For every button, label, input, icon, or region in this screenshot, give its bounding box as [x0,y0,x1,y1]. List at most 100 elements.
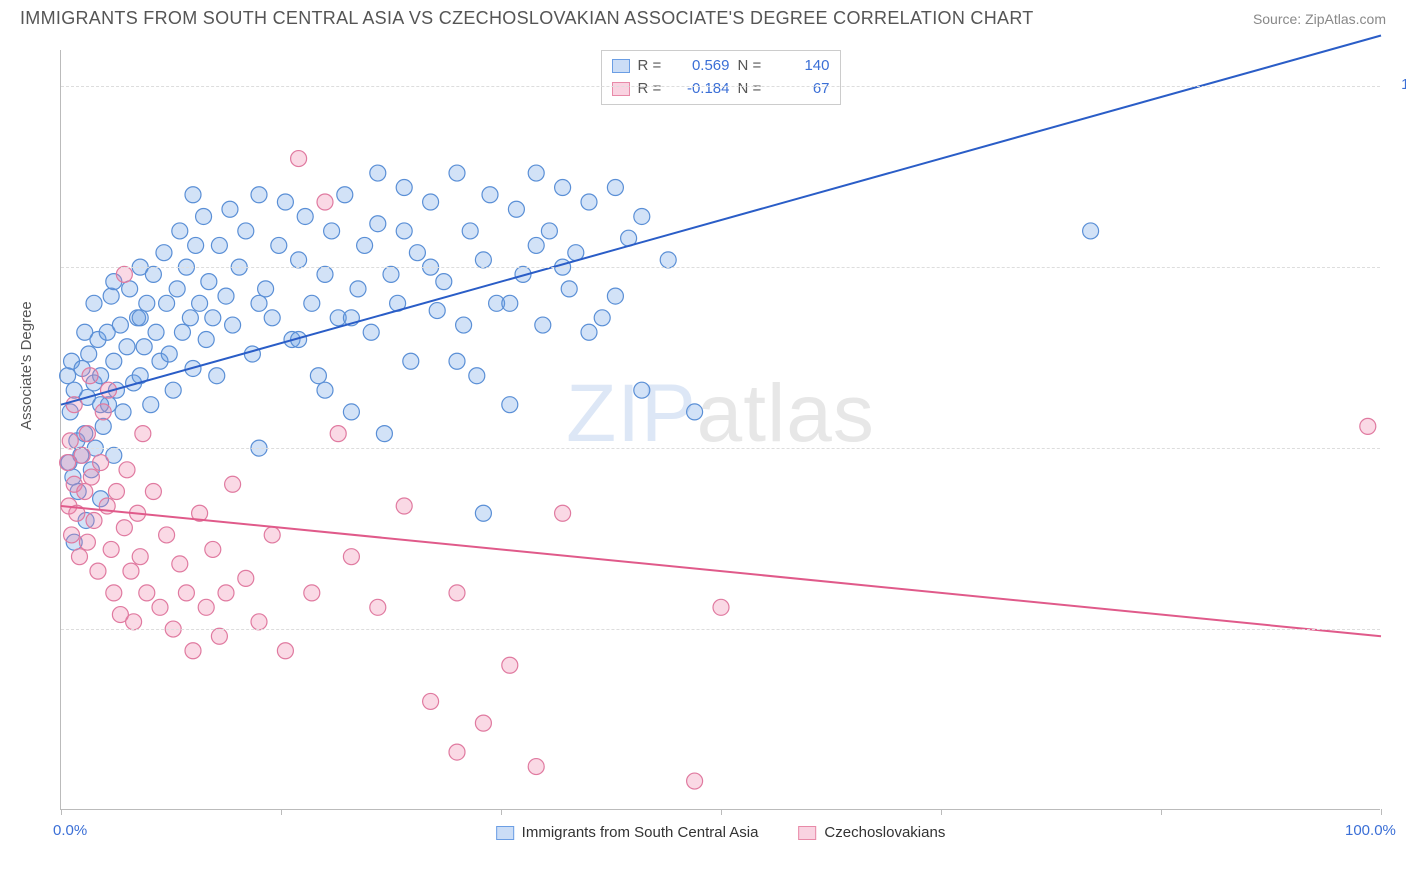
scatter-point [475,252,491,268]
scatter-point [363,324,379,340]
scatter-point [211,628,227,644]
scatter-point [343,549,359,565]
scatter-point [449,165,465,181]
scatter-point [291,252,307,268]
x-tick-label: 0.0% [53,822,87,839]
scatter-point [502,295,518,311]
legend-swatch-blue [496,826,514,840]
scatter-point [182,310,198,326]
scatter-point [132,310,148,326]
scatter-point [409,245,425,261]
legend-stats: R = 0.569 N = 140 R = -0.184 N = 67 [601,50,841,105]
scatter-point [198,599,214,615]
y-axis-label: Associate's Degree [18,301,35,430]
scatter-point [607,180,623,196]
scatter-point [660,252,676,268]
scatter-point [165,382,181,398]
scatter-point [449,353,465,369]
gridline [61,267,1380,268]
scatter-point [317,194,333,210]
scatter-point [64,527,80,543]
chart-title: IMMIGRANTS FROM SOUTH CENTRAL ASIA VS CZ… [20,8,1034,29]
scatter-point [116,520,132,536]
scatter-point [304,295,320,311]
y-tick-label: 100.0% [1392,76,1406,93]
scatter-point [535,317,551,333]
scatter-point [74,447,90,463]
scatter-point [185,643,201,659]
y-tick-label: 50.0% [1392,438,1406,455]
scatter-point [139,585,155,601]
scatter-point [136,339,152,355]
scatter-point [456,317,472,333]
legend-stats-row: R = -0.184 N = 67 [612,78,830,101]
scatter-point [119,339,135,355]
scatter-point [83,469,99,485]
scatter-point [201,274,217,290]
scatter-point [449,585,465,601]
scatter-point [687,773,703,789]
legend-item-pink: Czechoslovakians [798,824,945,841]
scatter-point [156,245,172,261]
gridline [61,448,1380,449]
scatter-point [93,455,109,471]
scatter-point [449,744,465,760]
scatter-point [211,237,227,253]
x-tick-mark [281,809,282,815]
chart-plot-area: ZIPatlas R = 0.569 N = 140 R = -0.184 N … [60,50,1380,810]
scatter-point [145,484,161,500]
scatter-point [429,303,445,319]
scatter-point [115,404,131,420]
legend-stats-row: R = 0.569 N = 140 [612,55,830,78]
scatter-point [258,281,274,297]
x-tick-mark [1161,809,1162,815]
scatter-point [185,187,201,203]
scatter-point [77,484,93,500]
scatter-point [271,237,287,253]
scatter-point [209,368,225,384]
scatter-point [436,274,452,290]
scatter-point [541,223,557,239]
x-tick-mark [61,809,62,815]
scatter-point [132,549,148,565]
scatter-point [502,657,518,673]
scatter-point [103,541,119,557]
scatter-point [317,382,333,398]
scatter-point [82,368,98,384]
scatter-point [370,216,386,232]
scatter-point [135,426,151,442]
scatter-point [95,418,111,434]
scatter-point [106,585,122,601]
scatter-point [370,599,386,615]
scatter-point [77,324,93,340]
scatter-point [1360,418,1376,434]
legend-swatch-pink [612,82,630,96]
scatter-point [1083,223,1099,239]
scatter-point [103,288,119,304]
scatter-point [196,208,212,224]
scatter-point [297,208,313,224]
scatter-point [90,563,106,579]
scatter-point [403,353,419,369]
scatter-point [337,187,353,203]
legend-swatch-blue [612,59,630,73]
scatter-point [277,194,293,210]
source-label: Source: ZipAtlas.com [1253,11,1386,27]
scatter-point [81,346,97,362]
scatter-point [222,201,238,217]
scatter-point [119,462,135,478]
scatter-point [152,599,168,615]
scatter-point [123,563,139,579]
scatter-point [370,165,386,181]
scatter-point [148,324,164,340]
scatter-point [475,715,491,731]
scatter-point [116,266,132,282]
scatter-point [634,208,650,224]
scatter-point [264,527,280,543]
scatter-point [251,295,267,311]
scatter-point [178,585,194,601]
scatter-point [423,194,439,210]
scatter-point [475,505,491,521]
scatter-point [86,512,102,528]
scatter-point [423,693,439,709]
